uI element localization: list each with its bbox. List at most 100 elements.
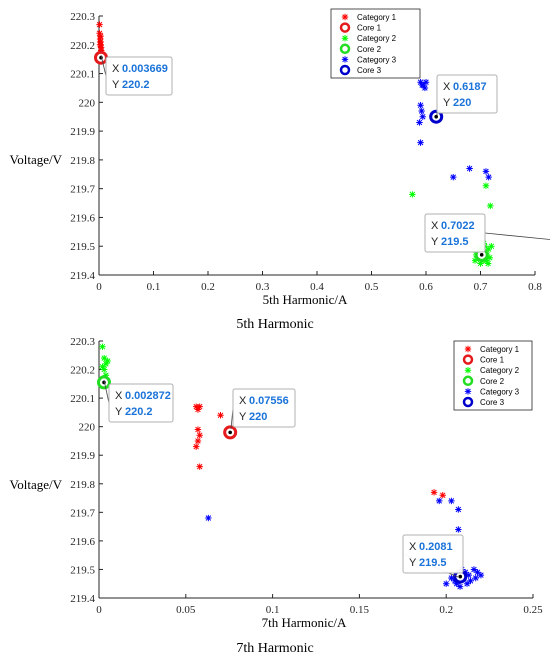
data-tip-y-label: Y [239,411,247,423]
legend-star-icon [464,388,472,395]
y-tick-label: 219.4 [70,270,95,282]
data-point [477,571,485,579]
data-tip-x-value: 0.003669 [122,63,168,75]
data-tip-x-label: X [239,395,247,407]
x-tick-label: 0.7 [474,281,488,293]
core-marker [96,375,111,390]
x-tick-label: 0.1 [147,281,161,293]
data-point [485,245,492,253]
data-point [488,243,495,250]
data-point [193,443,200,450]
data-tip-y-label: Y [443,97,451,109]
data-point [467,577,474,585]
y-tick-label: 219.8 [70,155,95,167]
x-tick-label: 0.8 [528,281,542,293]
data-point [416,119,423,126]
data-point [205,514,212,522]
data-point [482,182,490,189]
y-tick-label: 219.5 [70,564,95,576]
data-point [439,492,446,499]
legend-label: Core 1 [480,356,505,365]
data-point [104,357,111,365]
data-point [99,363,106,370]
y-tick-label: 220.2 [70,40,95,52]
chart-caption: 7th Harmonic [236,641,313,656]
x-axis-label: 5th Harmonic/A [263,292,348,307]
legend-core-icon [339,64,351,76]
x-tick-label: 0 [96,281,102,293]
y-tick-label: 219.9 [70,450,95,462]
data-point [450,173,457,181]
chart-caption: 5th Harmonic [236,317,313,332]
core-marker [429,109,444,124]
core-marker [223,425,238,440]
x-tick-label: 0.5 [365,281,379,293]
legend-label: Core 1 [357,24,382,33]
y-tick-label: 219.7 [70,507,95,519]
x-tick-label: 0.3 [256,281,270,293]
x-tick-label: 0.6 [419,281,433,293]
legend-star-icon [341,35,349,42]
data-point [472,574,479,582]
data-tip-y-label: Y [112,79,120,91]
data-point [443,580,450,587]
data-point [102,372,110,379]
data-point [417,139,424,146]
data-point [482,257,490,264]
core-marker [93,50,108,65]
data-point [194,437,202,445]
data-point [474,569,481,576]
data-point [196,463,203,470]
y-tick-label: 219.9 [70,126,95,138]
legend-label: Category 3 [357,55,397,64]
data-tip-box [105,56,173,96]
legend-star-icon [464,367,472,374]
data-tip-y-value: 220.2 [122,79,150,91]
data-point [193,403,200,410]
data-point [194,406,202,413]
data-tip-box [424,213,486,253]
core-center [228,430,232,435]
data-point [96,41,104,48]
y-tick-label: 219.4 [70,593,95,605]
legend-label: Category 2 [357,34,397,43]
data-tip-pointer [484,232,550,240]
data-point [482,168,490,175]
legend-core-icon [462,354,474,365]
data-tip-y-label: Y [431,236,439,248]
data-point [421,84,429,92]
data-point [97,32,104,40]
data-point [486,254,493,261]
data-point [453,580,460,587]
data-point [485,173,492,181]
y-tick-label: 220 [79,422,96,434]
x-axis-label: 7th Harmonic/A [262,615,347,630]
data-tip-box [436,74,498,114]
data-point [96,35,104,43]
data-point [102,360,110,368]
core-center [434,114,438,119]
data-point [448,497,455,505]
data-point [422,78,430,86]
data-tip-y-label: Y [409,557,417,569]
data-tip-x-value: 0.6187 [453,81,487,93]
data-point [487,202,494,210]
data-point [417,78,424,86]
data-tip-x-label: X [409,541,417,553]
data-point [99,343,106,350]
x-tick-label: 0.15 [350,604,370,616]
y-tick-label: 219.6 [70,536,95,548]
data-point [430,489,438,496]
data-tip-box [108,383,174,423]
y-tick-label: 219.7 [70,184,95,196]
data-tip-y-value: 220 [453,97,471,109]
data-point [196,432,203,439]
data-tip-x-label: X [431,220,439,232]
legend-star-icon [464,345,472,353]
legend-label: Core 3 [357,66,382,75]
data-point [484,260,492,267]
